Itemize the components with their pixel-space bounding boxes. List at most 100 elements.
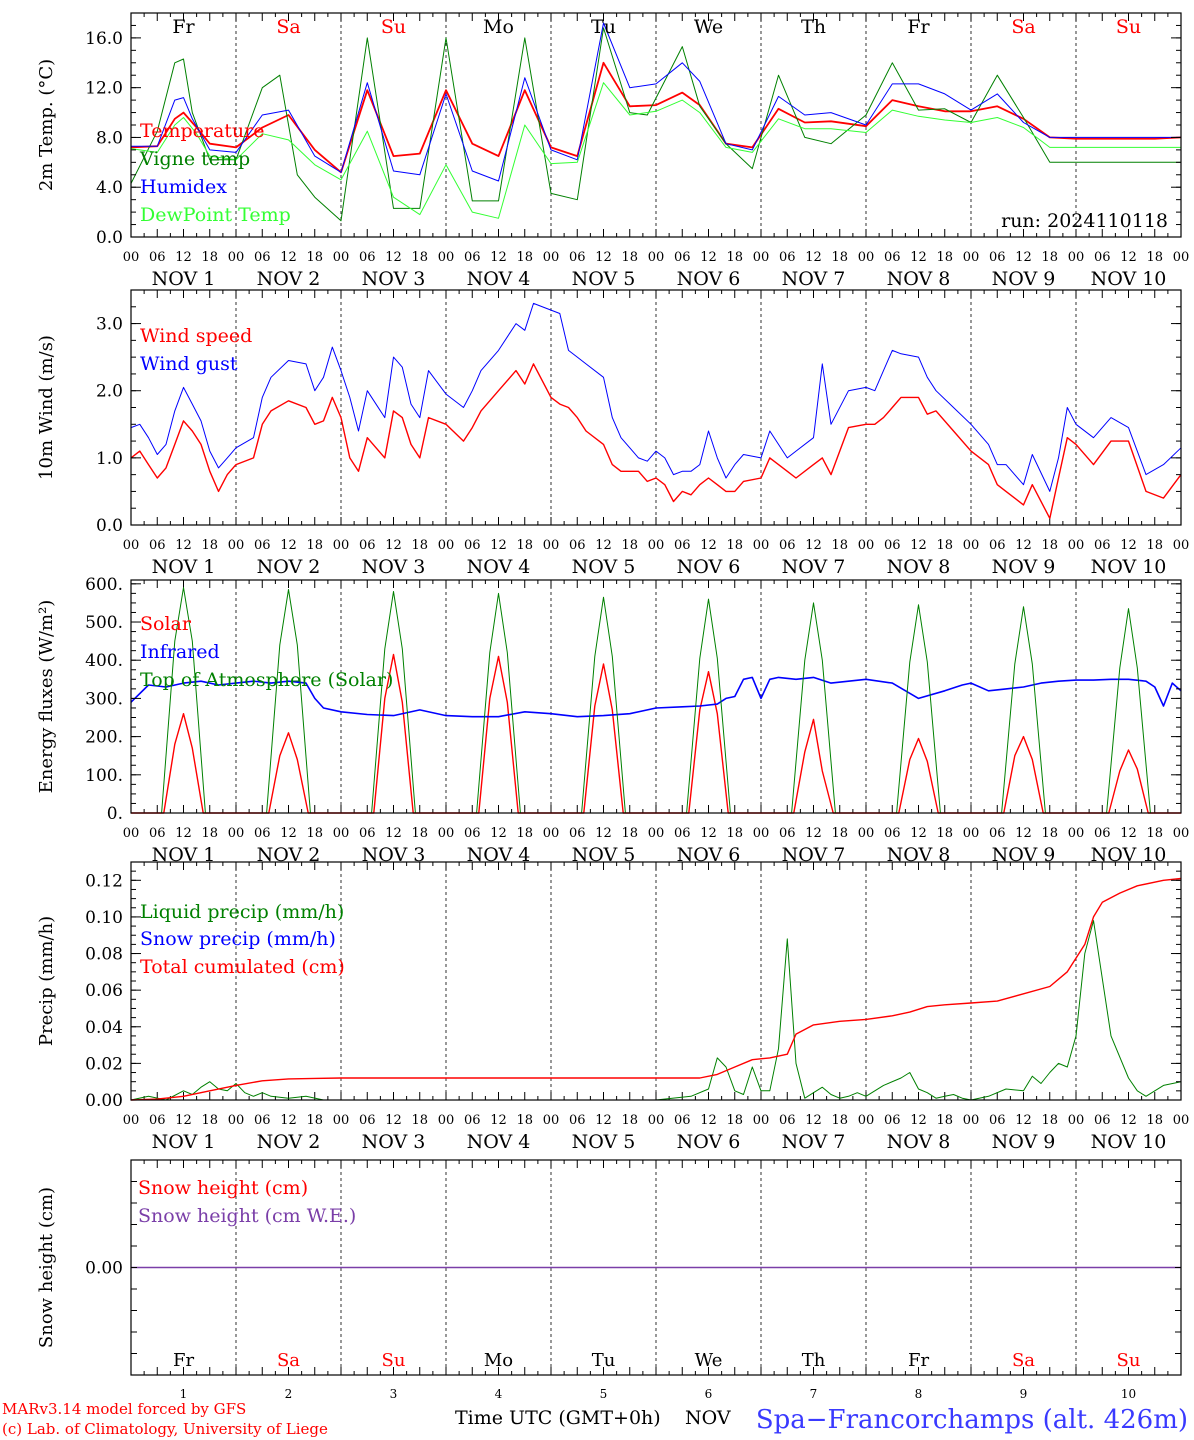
y-tick-label: 500. — [85, 613, 123, 633]
hour-tick-label: 12 — [910, 826, 927, 841]
hour-tick-label: 12 — [805, 826, 822, 841]
date-label: NOV 1 — [152, 1131, 216, 1153]
panel-4: 0.00 0.02 0.04 0.06 0.08 0.10 0.12 Precip (mm/h… — [36, 861, 1189, 1153]
hour-tick-label: 06 — [464, 826, 481, 841]
hour-tick-label: 06 — [359, 1113, 376, 1128]
panel-frame — [130, 861, 1182, 1101]
weekday-label-bottom: Tu — [592, 1350, 616, 1371]
hour-tick-label: 00 — [1173, 538, 1190, 553]
hour-tick-label: 00 — [648, 1113, 665, 1128]
hour-tick-label: 00 — [228, 538, 245, 553]
date-label: NOV 8 — [887, 556, 951, 578]
hour-tick-label: 12 — [175, 538, 192, 553]
hour-tick-label: 18 — [1041, 250, 1058, 265]
legend-entry: Infrared — [140, 641, 220, 663]
hour-tick-label: 06 — [1094, 250, 1111, 265]
panel-5: 0.00 Snow height (cm) Snow height (cm) Snow… — [36, 1159, 1182, 1376]
hour-tick-label: 06 — [569, 826, 586, 841]
y-tick-label: 0.04 — [85, 1018, 123, 1038]
hour-tick-label: 18 — [936, 250, 953, 265]
hour-tick-label: 12 — [1015, 1113, 1032, 1128]
date-label: NOV 1 — [152, 268, 216, 290]
legend-entry: Solar — [140, 613, 192, 635]
hour-tick-label: 18 — [411, 1113, 428, 1128]
hour-tick-label: 18 — [936, 1113, 953, 1128]
y-tick-label: 0.00 — [85, 1259, 123, 1279]
hour-tick-label: 18 — [201, 250, 218, 265]
hour-tick-label: 06 — [674, 1113, 691, 1128]
hour-tick-label: 12 — [490, 538, 507, 553]
hour-tick-label: 00 — [228, 826, 245, 841]
hour-tick-label: 00 — [648, 250, 665, 265]
hour-tick-label: 12 — [595, 1113, 612, 1128]
hour-tick-label: 18 — [726, 250, 743, 265]
panel-1: 0.0 4.0 8.0 12.0 16.0 2m Temp. (°C) Temperatur… — [36, 12, 1190, 290]
hour-tick-label: 18 — [411, 250, 428, 265]
legend-entry: Wind gust — [140, 353, 238, 375]
hour-tick-label: 18 — [516, 826, 533, 841]
hour-tick-label: 00 — [648, 538, 665, 553]
hour-tick-label: 06 — [359, 538, 376, 553]
hour-tick-label: 06 — [254, 1113, 271, 1128]
hour-tick-label: 18 — [201, 538, 218, 553]
hour-tick-label: 18 — [1146, 826, 1163, 841]
hour-tick-label: 12 — [910, 250, 927, 265]
y-axis-label: 2m Temp. (°C) — [36, 59, 57, 191]
hour-tick-label: 00 — [438, 538, 455, 553]
weekday-label: Mo — [483, 16, 514, 38]
series-line-humidex — [131, 22, 1181, 182]
hour-tick-label: 18 — [1041, 1113, 1058, 1128]
legend-entry: Vigne temp — [139, 148, 250, 170]
hour-tick-label: 00 — [123, 538, 140, 553]
hour-tick-label: 00 — [228, 1113, 245, 1128]
y-tick-label: 0.02 — [85, 1054, 123, 1074]
hour-tick-label: 12 — [280, 538, 297, 553]
y-tick-label: 0. — [107, 804, 123, 824]
hour-tick-label: 12 — [910, 538, 927, 553]
hour-tick-label: 18 — [1041, 538, 1058, 553]
hour-tick-label: 18 — [936, 826, 953, 841]
series-line-vigne-temp — [130, 27, 1181, 222]
legend-entry: Wind speed — [140, 325, 252, 347]
hour-tick-label: 12 — [595, 826, 612, 841]
date-label: NOV 6 — [677, 268, 741, 290]
hour-tick-label: 00 — [333, 538, 350, 553]
hour-tick-label: 18 — [621, 538, 638, 553]
y-axis-label: Energy fluxes (W/m²) — [36, 600, 57, 794]
hour-tick-label: 12 — [595, 250, 612, 265]
hour-tick-label: 12 — [280, 250, 297, 265]
hour-tick-label: 18 — [621, 826, 638, 841]
hour-tick-label: 00 — [648, 826, 665, 841]
hour-tick-label: 06 — [989, 538, 1006, 553]
hour-tick-label: 12 — [805, 250, 822, 265]
weekday-label-bottom: Fr — [908, 1350, 929, 1371]
y-tick-label: 1.0 — [96, 449, 123, 469]
hour-tick-label: 06 — [779, 250, 796, 265]
hour-tick-label: 06 — [464, 1113, 481, 1128]
hour-tick-label: 00 — [753, 250, 770, 265]
hour-tick-label: 00 — [228, 250, 245, 265]
lab-credit: (c) Lab. of Climatology, University of L… — [2, 1420, 328, 1438]
series-line-dewpoint-temp — [130, 82, 1181, 219]
month-label: NOV — [685, 1407, 731, 1429]
hour-tick-label: 06 — [149, 250, 166, 265]
hour-tick-label: 18 — [726, 1113, 743, 1128]
hour-tick-label: 00 — [333, 826, 350, 841]
hour-tick-label: 00 — [438, 250, 455, 265]
hour-tick-label: 18 — [726, 538, 743, 553]
date-label: NOV 5 — [572, 556, 636, 578]
hour-tick-label: 00 — [1173, 250, 1190, 265]
date-label: NOV 5 — [572, 844, 636, 866]
hour-tick-label: 18 — [516, 1113, 533, 1128]
weekday-label-bottom: We — [695, 1350, 723, 1371]
hour-tick-label: 12 — [595, 538, 612, 553]
panel-frame — [130, 579, 1182, 814]
y-tick-label: 12.0 — [85, 79, 123, 99]
hour-tick-label: 06 — [884, 826, 901, 841]
hour-tick-label: 18 — [831, 826, 848, 841]
hour-tick-label: 12 — [490, 826, 507, 841]
x-axis-label: Time UTC (GMT+0h) — [455, 1407, 661, 1429]
hour-tick-label: 12 — [1015, 538, 1032, 553]
hour-tick-label: 12 — [490, 250, 507, 265]
hour-tick-label: 12 — [700, 538, 717, 553]
